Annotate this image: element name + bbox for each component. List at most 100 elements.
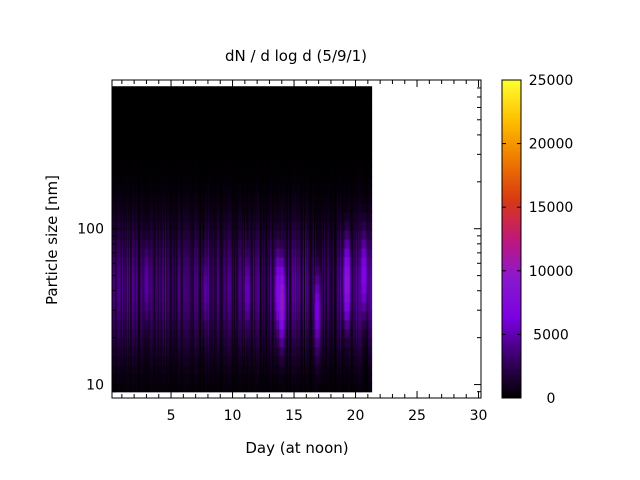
heatmap-cell bbox=[237, 131, 239, 141]
heatmap-cell bbox=[250, 337, 253, 348]
heatmap-cell bbox=[128, 203, 131, 213]
heatmap-cell bbox=[216, 319, 219, 330]
heatmap-cell bbox=[256, 328, 259, 339]
heatmap-cell bbox=[228, 247, 230, 258]
heatmap-cell bbox=[157, 328, 159, 339]
heatmap-cell bbox=[274, 337, 277, 348]
heatmap-cell bbox=[146, 131, 149, 141]
heatmap-cell bbox=[133, 104, 136, 114]
heatmap-cell bbox=[121, 337, 123, 348]
heatmap-cell bbox=[171, 185, 174, 195]
heatmap-cell bbox=[181, 158, 184, 168]
heatmap-cell bbox=[192, 167, 194, 177]
heatmap-cell bbox=[238, 113, 241, 123]
heatmap-cell bbox=[230, 113, 233, 123]
heatmap-cell bbox=[166, 283, 168, 294]
heatmap-cell bbox=[161, 185, 164, 195]
heatmap-cell bbox=[238, 283, 241, 294]
heatmap-cell bbox=[240, 283, 243, 294]
heatmap-cell bbox=[193, 230, 195, 240]
heatmap-cell bbox=[272, 86, 274, 96]
heatmap-cell bbox=[118, 221, 121, 231]
heatmap-cell bbox=[185, 256, 188, 267]
heatmap-cell bbox=[250, 167, 253, 177]
heatmap-cell bbox=[174, 149, 176, 159]
heatmap-cell bbox=[156, 176, 158, 186]
heatmap-cell bbox=[113, 292, 115, 303]
heatmap-cell bbox=[276, 247, 279, 258]
heatmap-cell bbox=[175, 167, 177, 177]
heatmap-cell bbox=[200, 337, 202, 348]
heatmap-cell bbox=[144, 256, 147, 267]
heatmap-cell bbox=[263, 194, 265, 204]
heatmap-cell bbox=[158, 256, 160, 267]
heatmap-cell bbox=[149, 104, 151, 114]
heatmap-cell bbox=[134, 212, 137, 222]
heatmap-cell bbox=[150, 292, 153, 303]
heatmap-cell bbox=[144, 230, 147, 240]
heatmap-cell bbox=[234, 355, 237, 366]
heatmap-cell bbox=[127, 274, 130, 285]
heatmap-cell bbox=[253, 86, 255, 96]
heatmap-cell bbox=[132, 346, 135, 357]
heatmap-cell bbox=[263, 337, 265, 348]
heatmap-cell bbox=[144, 113, 147, 123]
heatmap-cell bbox=[139, 274, 141, 285]
heatmap-cell bbox=[276, 274, 279, 285]
heatmap-cell bbox=[232, 283, 235, 294]
heatmap-cell bbox=[133, 364, 136, 375]
heatmap-cell bbox=[156, 274, 158, 285]
heatmap-cell bbox=[268, 86, 271, 96]
heatmap-cell bbox=[273, 310, 276, 321]
heatmap-cell bbox=[158, 149, 160, 159]
heatmap-cell bbox=[220, 319, 223, 330]
heatmap-cell bbox=[212, 95, 215, 105]
heatmap-cell bbox=[222, 310, 225, 321]
heatmap-cell bbox=[170, 113, 173, 123]
heatmap-cell bbox=[242, 86, 245, 96]
heatmap-cell bbox=[143, 104, 146, 114]
heatmap-cell bbox=[221, 230, 224, 240]
heatmap-cell bbox=[183, 203, 185, 213]
heatmap-cell bbox=[233, 158, 236, 168]
heatmap-cell bbox=[214, 140, 217, 150]
heatmap-cell bbox=[207, 310, 210, 321]
heatmap-cell bbox=[188, 310, 191, 321]
heatmap-cell bbox=[264, 265, 267, 276]
heatmap-cell bbox=[194, 158, 197, 168]
heatmap-cell bbox=[201, 319, 203, 330]
heatmap-cell bbox=[159, 239, 162, 249]
heatmap-cell bbox=[154, 158, 157, 168]
heatmap-cell bbox=[142, 247, 145, 258]
heatmap-cell bbox=[185, 131, 188, 141]
heatmap-cell bbox=[195, 247, 198, 258]
heatmap-cell bbox=[121, 256, 123, 267]
heatmap-cell bbox=[115, 221, 118, 231]
heatmap-cell bbox=[169, 221, 172, 231]
heatmap-cell bbox=[231, 292, 234, 303]
heatmap-cell bbox=[241, 221, 244, 231]
heatmap-cell bbox=[166, 86, 168, 96]
heatmap-cell bbox=[187, 337, 190, 348]
heatmap-cell bbox=[183, 283, 185, 294]
heatmap-cell bbox=[276, 122, 279, 132]
heatmap-cell bbox=[262, 247, 264, 258]
heatmap-cell bbox=[121, 373, 123, 384]
heatmap-cell bbox=[222, 355, 225, 366]
heatmap-cell bbox=[262, 122, 264, 132]
heatmap-cell bbox=[241, 131, 244, 141]
heatmap-cell bbox=[196, 373, 199, 384]
heatmap-cell bbox=[116, 95, 119, 105]
heatmap-cell bbox=[121, 274, 123, 285]
heatmap-cell bbox=[146, 104, 149, 114]
heatmap-cell bbox=[262, 167, 264, 177]
heatmap-cell bbox=[247, 104, 250, 114]
heatmap-cell bbox=[254, 337, 256, 348]
heatmap-cell bbox=[197, 149, 200, 159]
heatmap-cell bbox=[175, 86, 177, 96]
heatmap-cell bbox=[192, 131, 194, 141]
heatmap-cell bbox=[214, 194, 217, 204]
heatmap-cell bbox=[248, 221, 251, 231]
heatmap-cell bbox=[189, 203, 192, 213]
